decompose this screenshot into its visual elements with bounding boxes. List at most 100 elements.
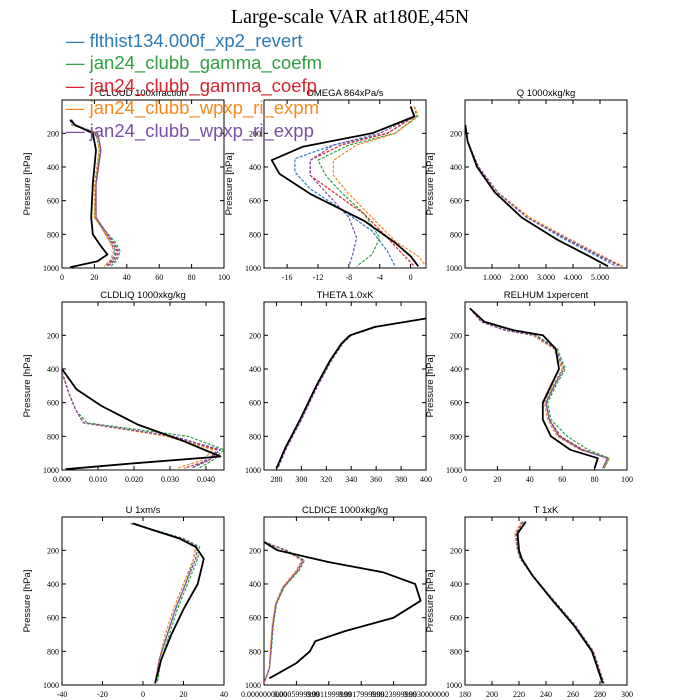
y-tick-label: 800 <box>47 647 59 656</box>
x-tick-label: -12 <box>313 273 324 282</box>
series-line-4 <box>277 317 426 469</box>
panel-4: CLDLIQ 1000xkg/kg Pressure [hPa] 200 400 600… <box>22 290 225 484</box>
series-line-6 <box>264 541 422 680</box>
series-group <box>275 317 426 469</box>
y-tick-label: 200 <box>450 129 462 138</box>
series-line-1 <box>62 372 221 469</box>
x-tick-label: 220 <box>513 690 525 699</box>
x-tick-label: 40 <box>526 475 534 484</box>
series-group <box>469 307 610 469</box>
y-tick-label: 400 <box>450 580 462 589</box>
panel-title: CLOUD 100xfraction <box>99 88 187 99</box>
panel-title: CLDLIQ 1000xkg/kg <box>100 290 186 301</box>
series-line-2 <box>277 317 426 469</box>
series-group <box>514 521 605 684</box>
legend-entry-3: — jan24_clubb_gamma_coefp <box>66 74 317 96</box>
x-tick-label: 200 <box>486 690 498 699</box>
y-tick-label: 200 <box>450 331 462 340</box>
series-group <box>270 106 426 267</box>
x-tick-label: 0.040 <box>197 475 215 484</box>
x-tick-label: 5.000 <box>591 273 609 282</box>
y-tick-label: 800 <box>450 230 462 239</box>
series-group <box>69 119 121 268</box>
x-tick-label: 180 <box>459 690 471 699</box>
y-tick-label: 800 <box>450 432 462 441</box>
x-tick-label: 2.000 <box>510 273 528 282</box>
y-tick-label: 800 <box>47 432 59 441</box>
series-group <box>465 124 624 268</box>
x-tick-label: 400 <box>420 475 432 484</box>
y-tick-label: 800 <box>249 647 261 656</box>
x-tick-label: 60 <box>558 475 566 484</box>
plot-frame <box>61 516 225 686</box>
x-tick-label: 320 <box>320 475 332 484</box>
series-line-4 <box>71 119 115 268</box>
x-tick-label: 4.000 <box>564 273 582 282</box>
series-line-1 <box>469 308 609 469</box>
x-tick-label: 300 <box>295 475 307 484</box>
series-line-3 <box>469 308 609 469</box>
x-tick-label: 360 <box>370 475 382 484</box>
series-line-5 <box>264 541 304 684</box>
x-tick-label: 80 <box>188 273 196 282</box>
panel-5: THETA 1.0xK 200 400 600 800 1000 280 300 320 340 3… <box>245 290 432 484</box>
series-line-4 <box>465 124 624 267</box>
y-tick-label: 200 <box>47 546 59 555</box>
y-tick-label: 200 <box>47 129 59 138</box>
x-tick-label: 280 <box>594 690 606 699</box>
series-line-5 <box>469 308 609 469</box>
series-line-3 <box>465 124 621 267</box>
legend-entry-2: — jan24_clubb_gamma_coefm <box>66 52 323 74</box>
panel-title: T 1xK <box>534 505 559 516</box>
series-line-6 <box>275 317 426 469</box>
y-tick-label: 1000 <box>446 681 462 690</box>
y-tick-label: 600 <box>249 614 261 623</box>
panel-title: OMEGA 864xPa/s <box>306 88 383 99</box>
y-axis-label: Pressure [hPa] <box>224 153 235 216</box>
plot-frame <box>263 99 427 269</box>
panel-8: CLDICE 1000xkg/kg 200 400 600 800 10000.00000… <box>241 505 449 699</box>
x-tick-label: -8 <box>346 273 353 282</box>
series-line-5 <box>465 124 622 267</box>
plot-frame <box>61 99 225 269</box>
y-tick-label: 600 <box>47 614 59 623</box>
series-line-5 <box>515 521 605 684</box>
x-tick-label: 300 <box>621 690 633 699</box>
x-tick-label: 0.0005999999 <box>273 690 319 699</box>
panel-3: Q 1000xkg/kg Pressure [hPa] 200 400 600 800 10… <box>425 88 628 282</box>
legend-entry-1: — flthist134.000f_xp2_revert <box>66 30 303 51</box>
y-axis-label: Pressure [hPa] <box>425 570 436 633</box>
x-tick-label: 0.020 <box>125 475 143 484</box>
series-line-2 <box>130 522 201 684</box>
y-tick-label: 200 <box>249 129 261 138</box>
x-tick-label: 20 <box>180 690 188 699</box>
y-tick-label: 600 <box>249 197 261 206</box>
series-line-2 <box>465 124 622 267</box>
plot-frame <box>263 301 427 471</box>
x-tick-label: 0.0030000000 <box>403 690 449 699</box>
y-tick-label: 400 <box>450 365 462 374</box>
x-tick-label: 0.0000000000 <box>241 690 287 699</box>
y-tick-label: 1000 <box>446 466 462 475</box>
y-tick-label: 600 <box>450 197 462 206</box>
figure-title: Large-scale VAR at180E,45N <box>230 6 470 28</box>
y-tick-label: 800 <box>249 230 261 239</box>
x-tick-label: -40 <box>57 690 68 699</box>
panel-title: Q 1000xkg/kg <box>517 88 576 99</box>
x-tick-label: 3.000 <box>537 273 555 282</box>
series-line-4 <box>514 521 605 684</box>
y-tick-label: 200 <box>47 331 59 340</box>
y-tick-label: 1000 <box>245 264 261 273</box>
y-tick-label: 600 <box>47 399 59 408</box>
x-tick-label: 0 <box>60 273 64 282</box>
series-line-4 <box>469 308 610 469</box>
series-line-2 <box>514 521 605 684</box>
series-line-2 <box>317 106 418 267</box>
y-axis-label: Pressure [hPa] <box>22 570 33 633</box>
series-line-4 <box>62 372 214 469</box>
panel-title: THETA 1.0xK <box>317 290 375 301</box>
